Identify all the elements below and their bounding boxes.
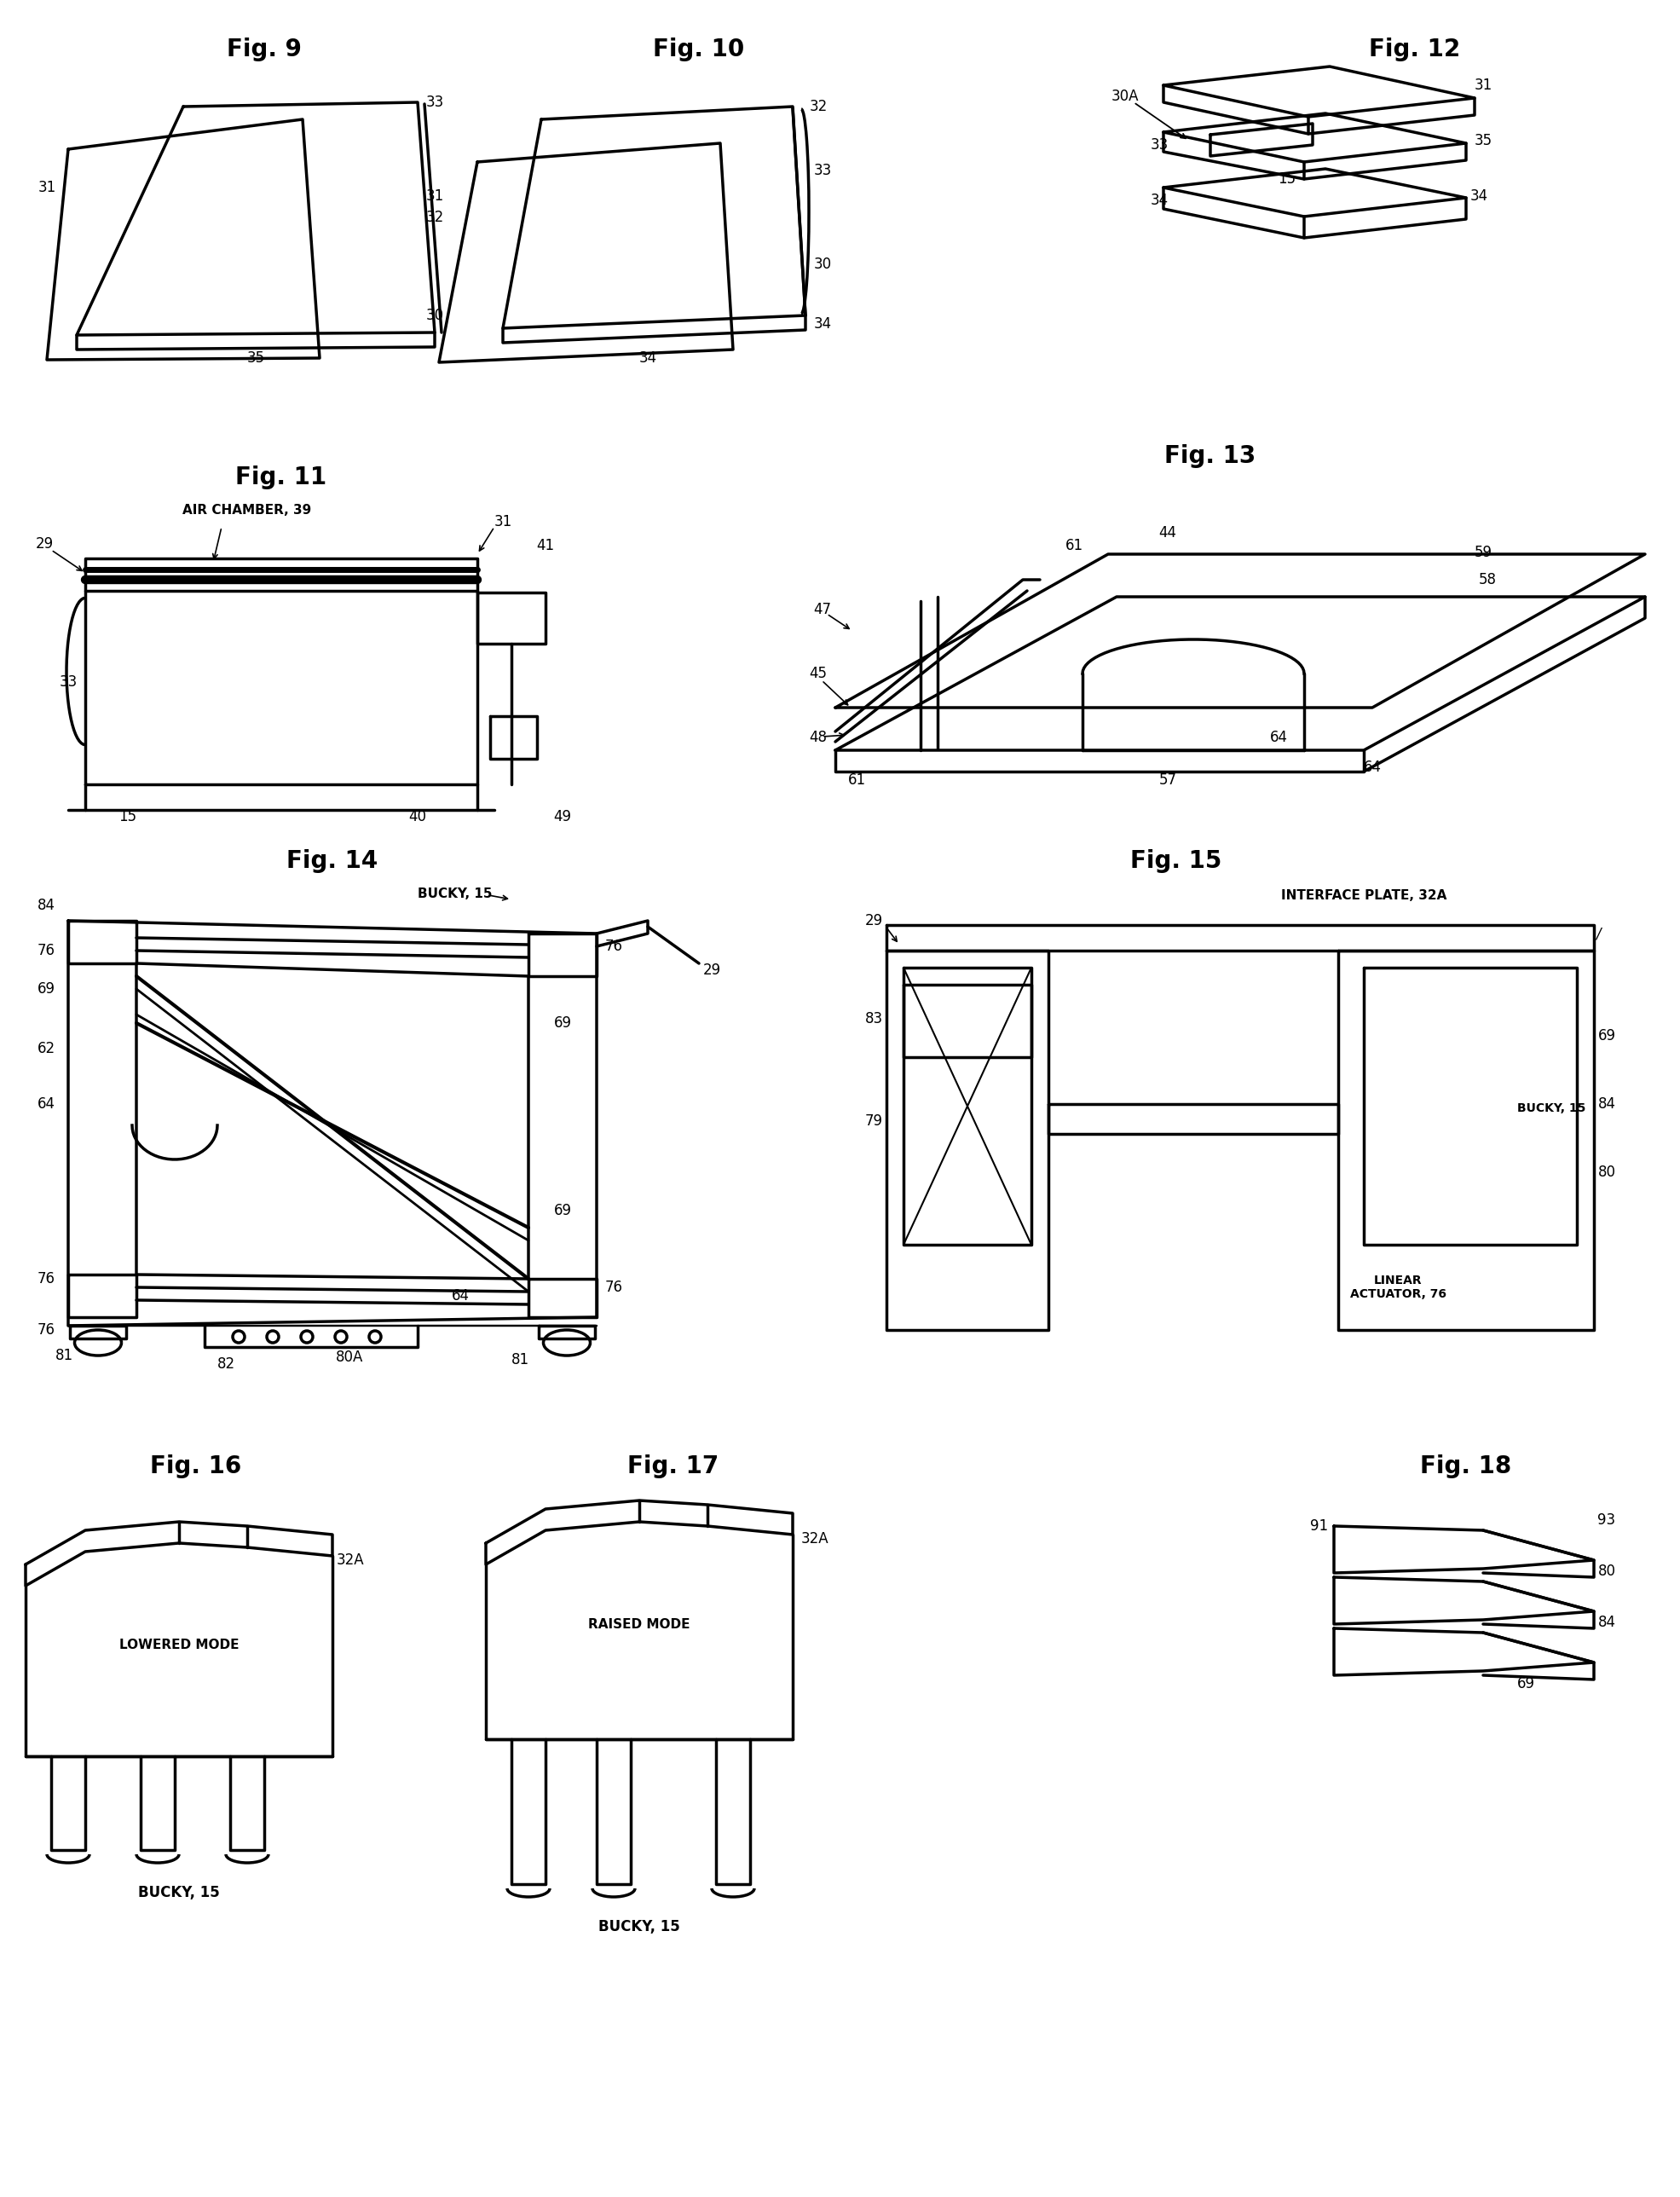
Text: 30: 30 [425, 308, 444, 323]
Text: 84: 84 [37, 899, 55, 914]
Text: 29: 29 [702, 962, 721, 978]
Text: 45: 45 [810, 666, 827, 681]
Text: 76: 76 [37, 1272, 55, 1287]
Text: 48: 48 [810, 729, 827, 745]
Text: 31: 31 [494, 514, 512, 529]
Text: 31: 31 [1473, 77, 1492, 92]
Text: 76: 76 [605, 938, 623, 953]
Text: 32A: 32A [801, 1531, 828, 1547]
Text: 15: 15 [1278, 171, 1295, 187]
Text: LOWERED MODE: LOWERED MODE [119, 1639, 239, 1652]
Text: 91: 91 [1310, 1518, 1329, 1534]
Text: 64: 64 [1270, 729, 1287, 745]
Text: Fig. 12: Fig. 12 [1369, 37, 1460, 62]
Text: 76: 76 [605, 1279, 623, 1294]
Text: RAISED MODE: RAISED MODE [588, 1617, 690, 1630]
Text: 29: 29 [35, 536, 54, 551]
Text: 32: 32 [425, 209, 444, 224]
Text: 30: 30 [813, 257, 832, 272]
Text: /: / [1596, 925, 1601, 940]
Text: 69: 69 [554, 1204, 571, 1219]
Text: 76: 76 [37, 1323, 55, 1338]
Text: BUCKY, 15: BUCKY, 15 [418, 888, 492, 901]
Text: 59: 59 [1473, 545, 1492, 560]
Text: 82: 82 [217, 1356, 235, 1371]
Text: 31: 31 [39, 180, 55, 196]
Text: 33: 33 [59, 674, 77, 690]
Text: 80: 80 [1598, 1164, 1616, 1180]
Text: 34: 34 [1151, 193, 1168, 209]
Text: 84: 84 [1598, 1096, 1616, 1112]
Text: 58: 58 [1478, 571, 1497, 587]
Text: 41: 41 [536, 538, 554, 554]
Text: BUCKY, 15: BUCKY, 15 [598, 1918, 680, 1933]
Text: BUCKY, 15: BUCKY, 15 [138, 1885, 220, 1900]
Text: Fig. 14: Fig. 14 [287, 848, 378, 872]
Text: 29: 29 [865, 914, 882, 929]
Text: 64: 64 [37, 1096, 55, 1112]
Text: 64: 64 [1364, 760, 1381, 776]
Text: 15: 15 [119, 808, 136, 824]
Text: 31: 31 [425, 189, 444, 204]
Text: 69: 69 [554, 1015, 571, 1030]
Text: 61: 61 [848, 773, 865, 789]
Text: 35: 35 [247, 349, 265, 365]
Text: 64: 64 [452, 1287, 469, 1303]
Text: 34: 34 [1470, 189, 1488, 204]
Text: 44: 44 [1159, 525, 1176, 540]
Text: 33: 33 [813, 163, 832, 178]
Text: 83: 83 [865, 1011, 882, 1026]
Text: 84: 84 [1598, 1615, 1616, 1630]
Text: BUCKY, 15: BUCKY, 15 [1517, 1103, 1586, 1114]
Text: 49: 49 [554, 808, 571, 824]
Text: Fig. 11: Fig. 11 [235, 466, 328, 490]
Text: 33: 33 [425, 94, 444, 110]
Text: 47: 47 [813, 602, 832, 617]
Text: 81: 81 [55, 1349, 72, 1362]
Text: Fig. 15: Fig. 15 [1131, 848, 1221, 872]
Text: 79: 79 [865, 1114, 882, 1129]
Text: 30A: 30A [1110, 88, 1139, 103]
Text: AIR CHAMBER, 39: AIR CHAMBER, 39 [183, 503, 312, 516]
Text: LINEAR
ACTUATOR, 76: LINEAR ACTUATOR, 76 [1349, 1274, 1446, 1301]
Text: Fig. 13: Fig. 13 [1164, 444, 1257, 468]
Text: Fig. 10: Fig. 10 [654, 37, 744, 62]
Text: 81: 81 [511, 1351, 529, 1367]
Text: 69: 69 [1598, 1028, 1616, 1044]
Text: Fig. 17: Fig. 17 [628, 1454, 719, 1479]
Text: 69: 69 [1517, 1676, 1534, 1692]
Text: Fig. 16: Fig. 16 [150, 1454, 242, 1479]
Text: 93: 93 [1598, 1512, 1616, 1527]
Text: 32A: 32A [336, 1553, 365, 1569]
Text: 57: 57 [1159, 773, 1176, 789]
Text: 34: 34 [638, 349, 657, 365]
Text: 80: 80 [1598, 1564, 1616, 1580]
Text: 33: 33 [1151, 136, 1168, 152]
Text: INTERFACE PLATE, 32A: INTERFACE PLATE, 32A [1280, 890, 1446, 901]
Text: 69: 69 [37, 982, 55, 997]
Text: 32: 32 [810, 99, 827, 114]
Text: 76: 76 [37, 943, 55, 958]
Text: 40: 40 [408, 808, 427, 824]
Text: 61: 61 [1065, 538, 1084, 554]
Text: 62: 62 [37, 1041, 55, 1057]
Text: 34: 34 [813, 316, 832, 332]
Text: 80A: 80A [336, 1349, 363, 1364]
Text: Fig. 9: Fig. 9 [227, 37, 302, 62]
Text: 35: 35 [1473, 134, 1492, 149]
Text: Fig. 18: Fig. 18 [1420, 1454, 1512, 1479]
